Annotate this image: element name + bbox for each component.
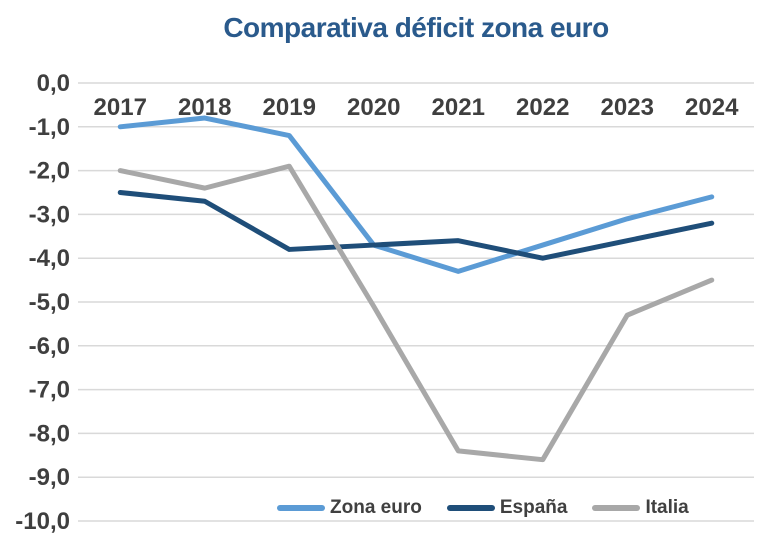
y-axis-tick-label: -6,0 xyxy=(29,333,70,360)
y-axis-tick-label: -1,0 xyxy=(29,114,70,141)
legend-item-espana: España xyxy=(446,497,568,519)
x-axis-year-label: 2020 xyxy=(347,94,400,121)
y-axis-tick-label: -7,0 xyxy=(29,377,70,404)
legend-label-italia: Italia xyxy=(645,497,689,518)
y-axis-tick-label: -2,0 xyxy=(29,158,70,185)
legend-item-italia: Italia xyxy=(592,497,689,519)
x-axis-year-label: 2023 xyxy=(601,94,654,121)
zona-euro-line-swatch xyxy=(277,505,325,511)
series-line-españa xyxy=(117,190,715,261)
series-line-zona-euro xyxy=(117,115,715,274)
x-axis-year-label: 2024 xyxy=(685,94,739,121)
y-axis-tick-label: -4,0 xyxy=(29,245,70,272)
legend-item-zona-euro: Zona euro xyxy=(277,497,422,519)
italia-line-swatch xyxy=(592,505,641,511)
x-axis-year-label: 2022 xyxy=(516,94,569,121)
x-axis-year-label: 2021 xyxy=(432,94,485,121)
y-axis-tick-label: -3,0 xyxy=(29,201,70,228)
y-axis-tick-label: -9,0 xyxy=(29,464,70,491)
legend-label-zona-euro: Zona euro xyxy=(330,497,422,518)
y-axis-tick-label: -8,0 xyxy=(29,420,70,447)
espana-line-swatch xyxy=(446,505,495,511)
y-axis-tick-label: -10,0 xyxy=(15,508,70,535)
chart-legend: Zona euro España Italia xyxy=(277,497,689,519)
legend-label-espana: España xyxy=(499,497,568,518)
y-axis-tick-label: 0,0 xyxy=(37,70,70,97)
series-line-italia xyxy=(117,163,715,463)
x-axis-year-label: 2019 xyxy=(263,94,316,121)
chart-title: Comparativa déficit zona euro xyxy=(223,12,609,43)
y-axis-tick-label: -5,0 xyxy=(29,289,70,316)
x-axis-year-label: 2017 xyxy=(94,94,147,121)
